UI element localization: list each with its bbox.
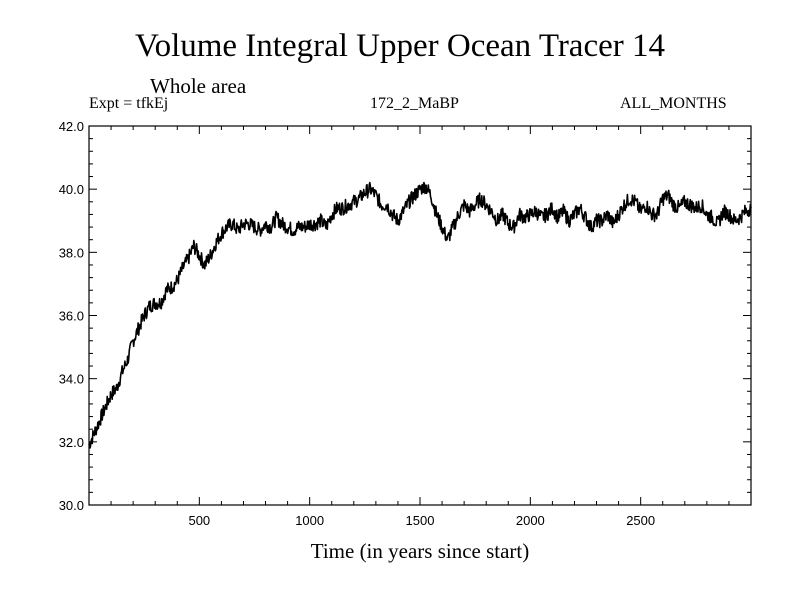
y-tick-label: 40.0 [59,182,84,197]
x-tick-label: 1000 [295,513,324,528]
y-tick-label: 42.0 [59,119,84,134]
experiment-label: Expt = tfkEj [89,95,169,112]
series-line [88,181,752,449]
chart-title: Volume Integral Upper Ocean Tracer 14 [135,28,665,64]
axis-tick-labels: 30.0 32.0 34.0 36.0 38.0 40.0 42.0 500 1000 1500 2… [59,119,655,528]
y-tick-label: 36.0 [59,309,84,324]
y-tick-label: 34.0 [59,372,84,387]
axis-ticks [89,125,751,506]
x-tick-label: 2000 [516,513,545,528]
y-tick-label: 38.0 [59,245,84,260]
plot-frame [88,125,752,506]
x-tick-label: 2500 [626,513,655,528]
x-axis-label: Time (in years since start) [310,539,530,563]
months-label: ALL_MONTHS [620,95,727,112]
y-tick-label: 32.0 [59,435,84,450]
y-tick-label: 30.0 [59,498,84,513]
chart-subtitle: Whole area [150,74,247,98]
run-label: 172_2_MaBP [370,95,459,112]
x-tick-label: 500 [188,513,210,528]
x-tick-label: 1500 [406,513,435,528]
